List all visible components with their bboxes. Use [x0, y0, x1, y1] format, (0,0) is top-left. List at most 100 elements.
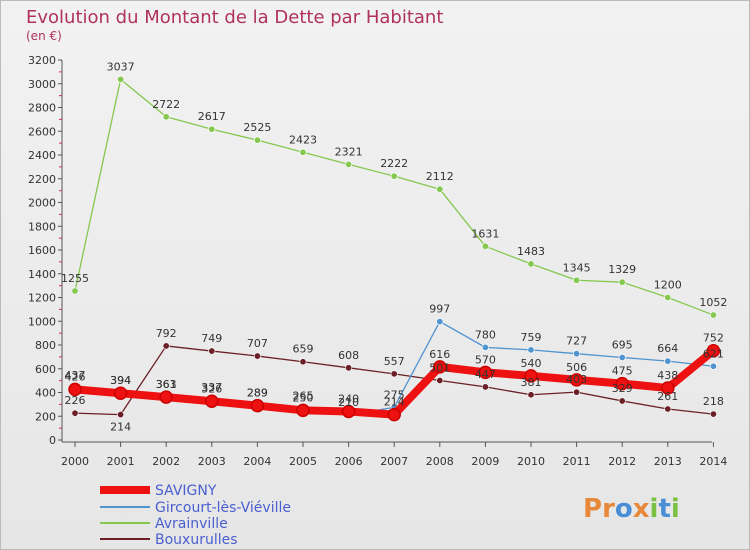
data-label: 616 [429, 348, 450, 361]
data-point [159, 390, 173, 404]
data-label: 501 [429, 362, 450, 375]
data-label: 381 [521, 376, 542, 389]
data-label: 1483 [517, 245, 545, 258]
data-point [433, 360, 447, 374]
data-point [527, 260, 535, 268]
data-point [481, 343, 489, 351]
x-tick-label: 2013 [654, 455, 682, 468]
y-tick-label: 2000 [28, 197, 56, 210]
data-label: 2617 [198, 110, 226, 123]
data-label: 1631 [471, 227, 499, 240]
data-point [68, 382, 82, 397]
y-tick-label: 1000 [28, 315, 56, 328]
logo-text: Proxiti [583, 494, 680, 524]
data-label: 214 [384, 396, 405, 409]
data-point [162, 113, 170, 121]
data-label: 361 [156, 378, 177, 391]
data-label: 363 [156, 378, 177, 391]
proxiti-logo: Proxiti [583, 494, 680, 524]
data-label: 2321 [335, 145, 363, 158]
data-label: 759 [521, 331, 542, 344]
data-label: 265 [293, 390, 314, 403]
data-point [527, 346, 535, 354]
x-tick-label: 2011 [563, 455, 591, 468]
x-tick-label: 2009 [471, 455, 499, 468]
data-label: 275 [384, 388, 405, 401]
data-label: 792 [156, 327, 177, 340]
data-label: 2112 [426, 170, 454, 183]
data-label: 261 [657, 390, 678, 403]
y-tick-label: 2800 [28, 102, 56, 115]
x-tick-label: 2014 [699, 455, 727, 468]
data-label: 664 [657, 342, 678, 355]
data-point [573, 388, 581, 396]
data-label: 426 [65, 370, 86, 383]
data-point [573, 276, 581, 284]
data-label: 250 [293, 391, 314, 404]
y-tick-label: 1400 [28, 268, 56, 281]
data-point [709, 362, 717, 370]
data-label: 1345 [563, 261, 591, 274]
data-point [664, 405, 672, 413]
data-label: 997 [429, 303, 450, 316]
data-point [478, 365, 493, 380]
data-point [524, 369, 538, 383]
y-tick-label: 800 [35, 339, 56, 352]
x-tick-label: 2004 [243, 455, 271, 468]
data-point [615, 376, 629, 391]
data-point [664, 357, 672, 365]
data-point [436, 318, 444, 326]
data-label: 2525 [243, 121, 271, 134]
chart-subtitle: (en €) [26, 29, 62, 43]
data-label: 707 [247, 337, 268, 350]
data-point [706, 343, 721, 358]
data-point [162, 342, 170, 350]
data-label: 326 [201, 382, 222, 395]
data-label: 240 [338, 393, 359, 406]
data-label: 749 [201, 332, 222, 345]
y-tick-label: 2400 [28, 149, 56, 162]
data-point [436, 377, 444, 385]
legend: SAVIGNYGircourt-lès-ViévilleAvrainvilleB… [100, 483, 291, 548]
data-label: 403 [566, 373, 587, 386]
data-label: 447 [475, 368, 496, 381]
data-label: 727 [566, 335, 587, 348]
data-point [299, 358, 307, 366]
data-labels: 426 394 361 326 289 250 240 214 616 570 540 506 475 4… [61, 60, 727, 433]
data-point [436, 185, 444, 193]
data-point [345, 364, 353, 372]
data-label: 2423 [289, 133, 317, 146]
data-point [345, 160, 353, 168]
data-label: 289 [247, 387, 268, 400]
x-tick-label: 2012 [608, 455, 636, 468]
data-label: 506 [566, 361, 587, 374]
data-point [387, 407, 401, 422]
data-label: 621 [703, 347, 724, 360]
data-point [253, 352, 261, 360]
y-tick-label: 1200 [28, 292, 56, 305]
data-label: 394 [110, 374, 131, 387]
data-point [71, 409, 79, 417]
data-label: 1255 [61, 272, 89, 285]
data-label: 1200 [654, 279, 682, 292]
y-tick-label: 400 [35, 387, 56, 400]
data-label: 695 [612, 338, 633, 351]
series-line-2 [74, 78, 715, 316]
data-label: 3037 [107, 60, 135, 73]
data-point [341, 404, 356, 419]
data-point [299, 148, 307, 156]
data-point [664, 293, 672, 301]
x-tick-label: 2003 [198, 455, 226, 468]
y-tick-label: 1600 [28, 244, 56, 257]
y-tick-label: 2200 [28, 173, 56, 186]
x-tick-label: 2006 [335, 455, 363, 468]
data-point [296, 403, 310, 418]
series-layer [68, 75, 721, 422]
data-label: 557 [384, 355, 405, 368]
y-tick-label: 3200 [28, 54, 56, 67]
data-label: 752 [703, 332, 724, 345]
data-label: 2222 [380, 157, 408, 170]
data-label: 226 [65, 394, 86, 407]
